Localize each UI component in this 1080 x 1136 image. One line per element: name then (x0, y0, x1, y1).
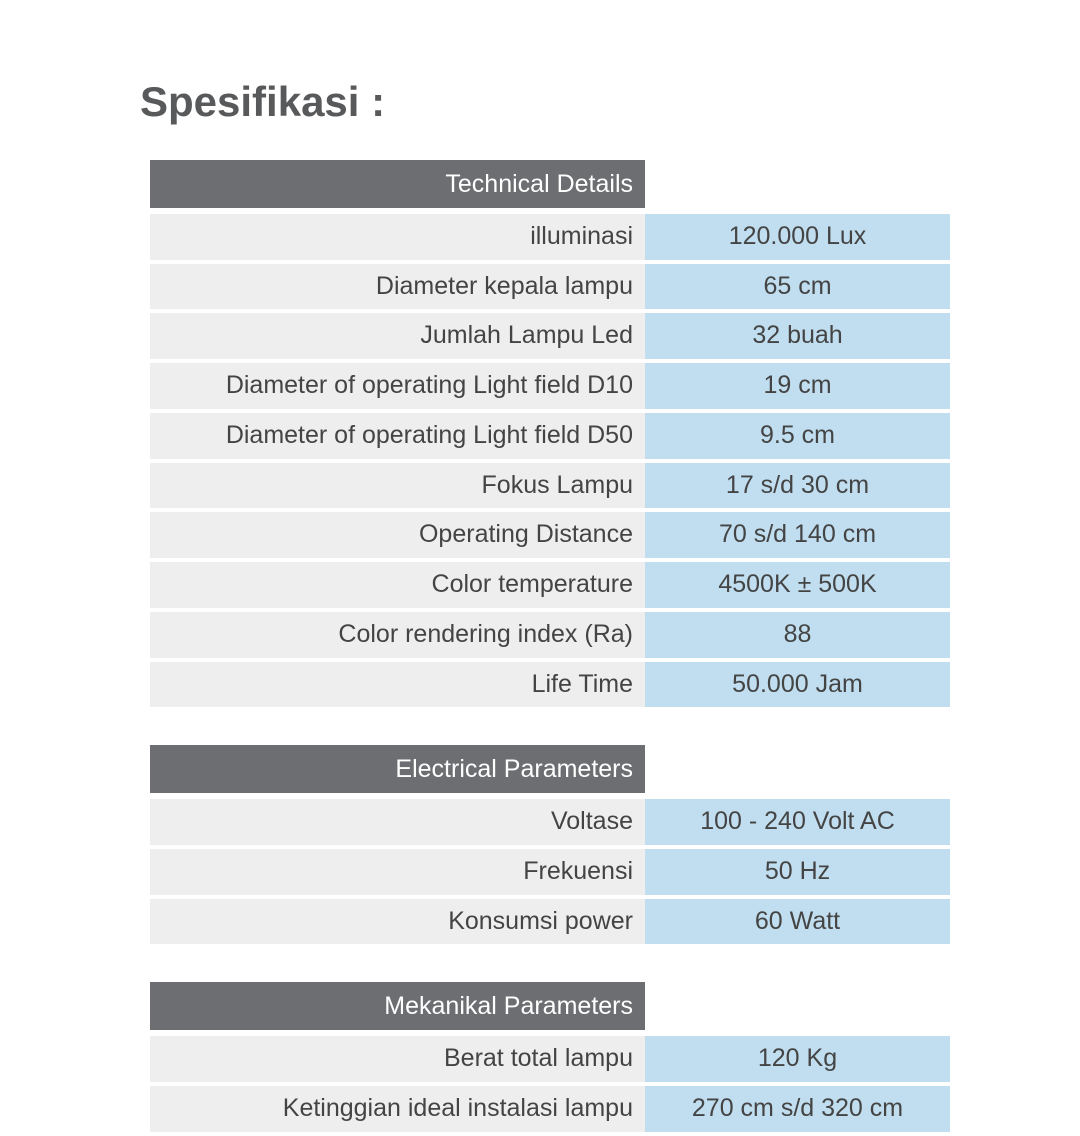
table-row: Operating Distance70 s/d 140 cm (150, 512, 950, 558)
table-row: Frekuensi50 Hz (150, 849, 950, 895)
row-label: Diameter of operating Light field D10 (150, 363, 645, 409)
table-row: Berat total lampu120 Kg (150, 1036, 950, 1082)
tables-container: Technical Detailsilluminasi120.000 LuxDi… (140, 156, 980, 1136)
section-header-spacer (645, 982, 950, 1032)
row-value: 60 Watt (645, 899, 950, 945)
table-row: Fokus Lampu17 s/d 30 cm (150, 463, 950, 509)
table-row: Ketinggian ideal instalasi lampu270 cm s… (150, 1086, 950, 1132)
row-value: 100 - 240 Volt AC (645, 799, 950, 845)
row-label: Berat total lampu (150, 1036, 645, 1082)
row-label: Diameter kepala lampu (150, 264, 645, 310)
row-value: 9.5 cm (645, 413, 950, 459)
row-label: Operating Distance (150, 512, 645, 558)
row-label: Fokus Lampu (150, 463, 645, 509)
row-value: 4500K ± 500K (645, 562, 950, 608)
row-label: Life Time (150, 662, 645, 708)
section-header: Mekanikal Parameters (150, 982, 645, 1032)
table-row: Konsumsi power60 Watt (150, 899, 950, 945)
row-label: Color temperature (150, 562, 645, 608)
row-label: Voltase (150, 799, 645, 845)
row-label: Ketinggian ideal instalasi lampu (150, 1086, 645, 1132)
row-value: 50.000 Jam (645, 662, 950, 708)
section-header-row: Mekanikal Parameters (150, 982, 950, 1032)
table-row: Jumlah Lampu Led32 buah (150, 313, 950, 359)
row-value: 120 Kg (645, 1036, 950, 1082)
table-row: illuminasi120.000 Lux (150, 214, 950, 260)
row-value: 50 Hz (645, 849, 950, 895)
section-header-row: Electrical Parameters (150, 745, 950, 795)
row-value: 270 cm s/d 320 cm (645, 1086, 950, 1132)
table-row: Voltase100 - 240 Volt AC (150, 799, 950, 845)
table-row: Color rendering index (Ra)88 (150, 612, 950, 658)
row-value: 70 s/d 140 cm (645, 512, 950, 558)
row-label: illuminasi (150, 214, 645, 260)
spec-section: Electrical ParametersVoltase100 - 240 Vo… (150, 741, 950, 948)
row-label: Jumlah Lampu Led (150, 313, 645, 359)
table-row: Life Time50.000 Jam (150, 662, 950, 708)
row-value: 17 s/d 30 cm (645, 463, 950, 509)
table-row: Color temperature4500K ± 500K (150, 562, 950, 608)
row-value: 32 buah (645, 313, 950, 359)
table-row: Diameter of operating Light field D1019 … (150, 363, 950, 409)
section-header: Technical Details (150, 160, 645, 210)
row-label: Frekuensi (150, 849, 645, 895)
row-label: Color rendering index (Ra) (150, 612, 645, 658)
spec-sheet: Spesifikasi : Technical Detailsilluminas… (0, 0, 1080, 1136)
page-title: Spesifikasi : (140, 78, 980, 126)
section-header-row: Technical Details (150, 160, 950, 210)
table-row: Diameter of operating Light field D509.5… (150, 413, 950, 459)
row-label: Konsumsi power (150, 899, 645, 945)
section-header-spacer (645, 160, 950, 210)
row-value: 19 cm (645, 363, 950, 409)
table-row: Diameter kepala lampu65 cm (150, 264, 950, 310)
spec-section: Mekanikal ParametersBerat total lampu120… (150, 978, 950, 1135)
spec-section: Technical Detailsilluminasi120.000 LuxDi… (150, 156, 950, 711)
row-value: 88 (645, 612, 950, 658)
section-header-spacer (645, 745, 950, 795)
section-header: Electrical Parameters (150, 745, 645, 795)
row-label: Diameter of operating Light field D50 (150, 413, 645, 459)
row-value: 65 cm (645, 264, 950, 310)
row-value: 120.000 Lux (645, 214, 950, 260)
